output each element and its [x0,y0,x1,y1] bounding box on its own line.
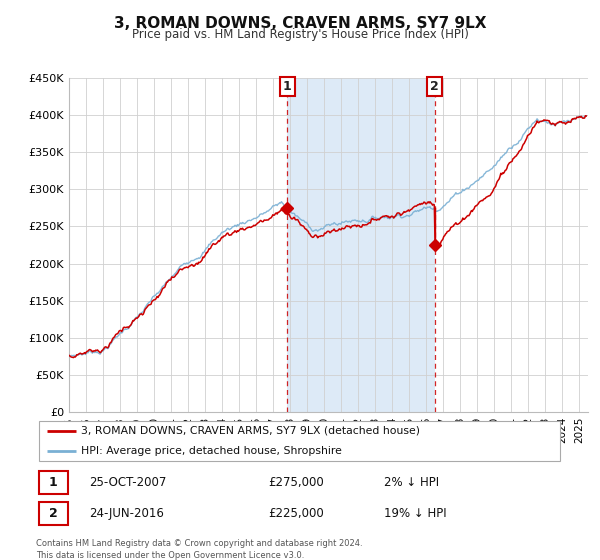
Text: Contains HM Land Registry data © Crown copyright and database right 2024.
This d: Contains HM Land Registry data © Crown c… [36,539,362,559]
Text: 25-OCT-2007: 25-OCT-2007 [89,476,166,489]
Text: 2: 2 [49,507,58,520]
Text: Price paid vs. HM Land Registry's House Price Index (HPI): Price paid vs. HM Land Registry's House … [131,28,469,41]
FancyBboxPatch shape [38,421,560,461]
Text: 1: 1 [49,476,58,489]
Text: HPI: Average price, detached house, Shropshire: HPI: Average price, detached house, Shro… [81,446,342,456]
Text: 2% ↓ HPI: 2% ↓ HPI [385,476,440,489]
Bar [287,78,434,412]
Text: 3, ROMAN DOWNS, CRAVEN ARMS, SY7 9LX (detached house): 3, ROMAN DOWNS, CRAVEN ARMS, SY7 9LX (de… [81,426,420,436]
Text: 24-JUN-2016: 24-JUN-2016 [89,507,164,520]
Text: 3, ROMAN DOWNS, CRAVEN ARMS, SY7 9LX: 3, ROMAN DOWNS, CRAVEN ARMS, SY7 9LX [114,16,486,31]
Text: 2: 2 [430,80,439,93]
Text: 1: 1 [283,80,292,93]
FancyBboxPatch shape [38,471,68,494]
FancyBboxPatch shape [38,502,68,525]
Text: £275,000: £275,000 [268,476,324,489]
Text: 19% ↓ HPI: 19% ↓ HPI [385,507,447,520]
Text: £225,000: £225,000 [268,507,324,520]
